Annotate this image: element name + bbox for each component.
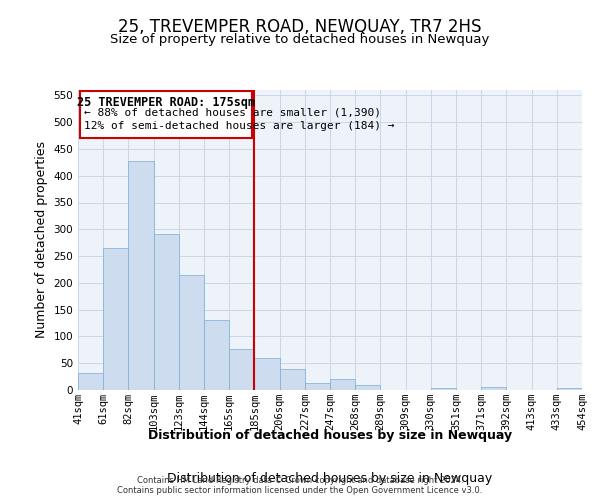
Bar (280, 368, 305, 390)
Bar (128, 160, 154, 390)
Bar (154, 234, 179, 390)
Y-axis label: Number of detached properties: Number of detached properties (35, 142, 48, 338)
Bar (229, 349, 254, 390)
Bar (431, 388, 456, 390)
Text: 12% of semi-detached houses are larger (184) →: 12% of semi-detached houses are larger (… (84, 122, 394, 132)
Text: Contains public sector information licensed under the Open Government Licence v3: Contains public sector information licen… (118, 486, 482, 495)
Bar (557, 388, 582, 390)
Text: Size of property relative to detached houses in Newquay: Size of property relative to detached ho… (110, 32, 490, 46)
Text: 25 TREVEMPER ROAD: 175sqm: 25 TREVEMPER ROAD: 175sqm (77, 96, 255, 110)
Bar (481, 388, 506, 390)
Bar (204, 320, 229, 390)
Bar (355, 385, 380, 390)
X-axis label: Distribution of detached houses by size in Newquay: Distribution of detached houses by size … (167, 472, 493, 485)
Bar (254, 358, 280, 390)
Bar (179, 276, 204, 390)
Bar (78, 373, 103, 390)
Text: Distribution of detached houses by size in Newquay: Distribution of detached houses by size … (148, 430, 512, 442)
Bar (305, 382, 330, 390)
Text: Contains HM Land Registry data © Crown copyright and database right 2024.: Contains HM Land Registry data © Crown c… (137, 476, 463, 485)
Bar (330, 380, 355, 390)
Text: 25, TREVEMPER ROAD, NEWQUAY, TR7 2HS: 25, TREVEMPER ROAD, NEWQUAY, TR7 2HS (118, 18, 482, 36)
Bar (103, 248, 128, 390)
FancyBboxPatch shape (80, 91, 253, 138)
Text: ← 88% of detached houses are smaller (1,390): ← 88% of detached houses are smaller (1,… (84, 108, 381, 118)
